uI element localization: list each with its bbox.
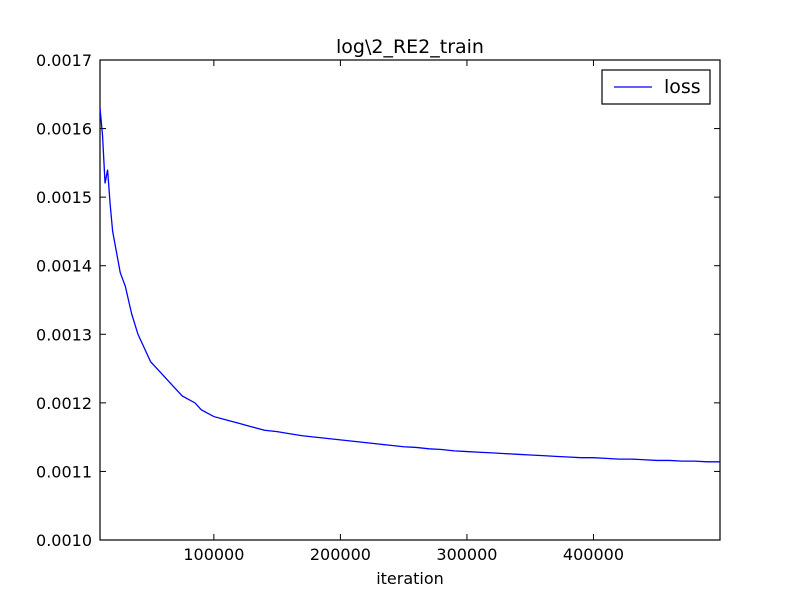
- series-line-loss: [99, 107, 720, 463]
- x-tick-label: 300000: [436, 545, 497, 564]
- y-tick-label: 0.0011: [36, 462, 92, 481]
- y-tick-label: 0.0010: [36, 531, 92, 550]
- legend: loss: [601, 69, 711, 105]
- y-tick-label: 0.0016: [36, 120, 92, 139]
- x-axis-label: iteration: [376, 569, 444, 588]
- y-tick-label: 0.0013: [36, 325, 92, 344]
- series-layer: [99, 107, 720, 463]
- y-tick-label: 0.0015: [36, 188, 92, 207]
- y-tick-label: 0.0012: [36, 394, 92, 413]
- legend-label-loss: loss: [664, 76, 701, 98]
- plot-frame: [99, 59, 721, 541]
- x-tick-label: 400000: [563, 545, 624, 564]
- y-tick-label: 0.0014: [36, 257, 92, 276]
- x-tick-label: 100000: [183, 545, 244, 564]
- chart-title: log\2_RE2_train: [336, 36, 484, 58]
- x-tick-label: 200000: [310, 545, 371, 564]
- axis-ticks: 100000 200000 300000 400000 0.0010 0.0011 0.00…: [36, 51, 720, 564]
- y-tick-label: 0.0017: [36, 51, 92, 70]
